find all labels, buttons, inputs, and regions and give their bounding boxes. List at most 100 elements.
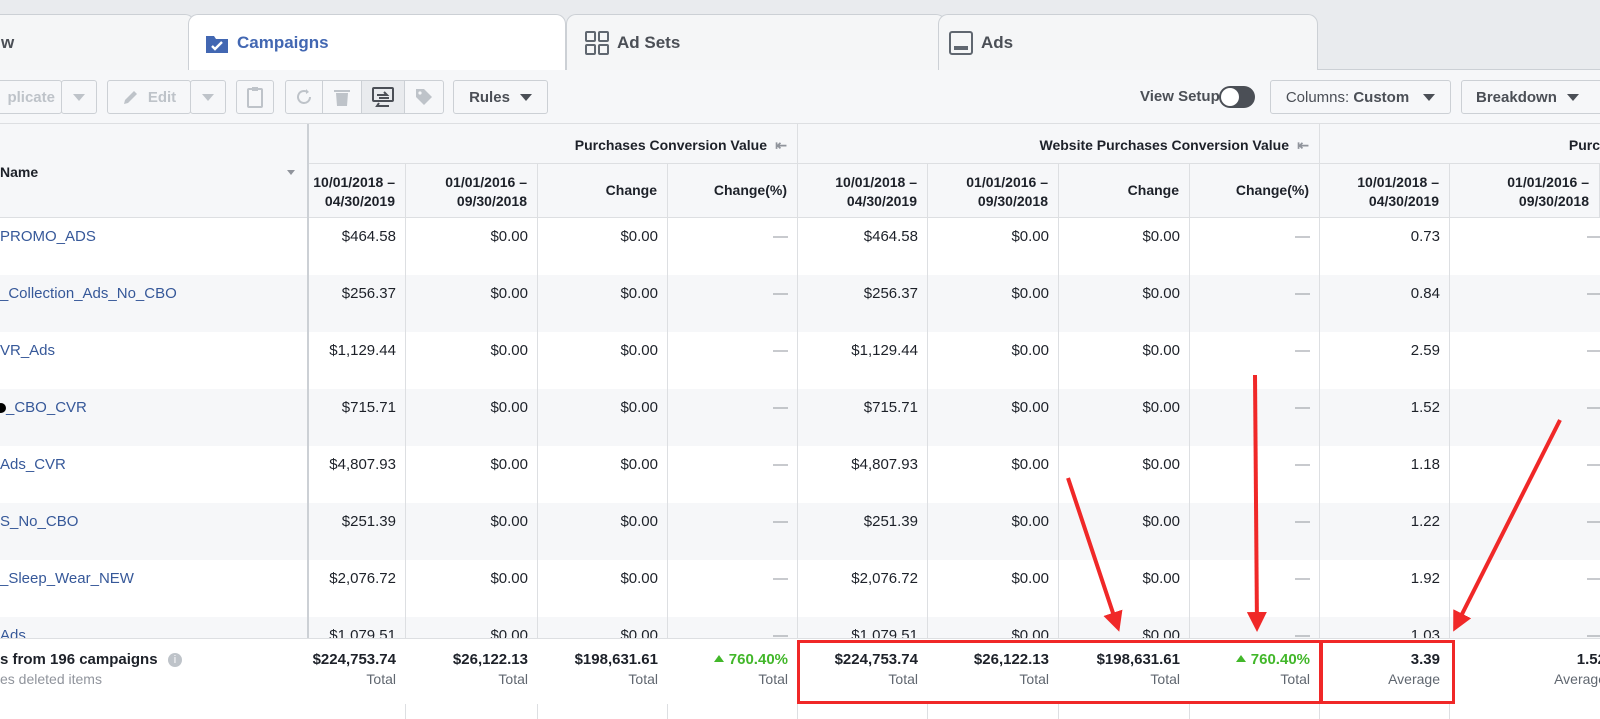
campaign-name-link[interactable]: _Collection_Ads_No_CBO (0, 285, 177, 302)
column-header-8[interactable]: 10/01/2018 – 04/30/2019 (1320, 164, 1450, 218)
table-cell: — (1587, 342, 1600, 359)
table-cell: $251.39 (863, 513, 918, 530)
split-test-icon (372, 87, 394, 107)
sort-down-icon (287, 170, 295, 175)
table-cell: — (773, 456, 788, 473)
table-cell: $0.00 (490, 513, 528, 530)
table-row[interactable]: _Sleep_Wear_NEW $2,076.72 $0.00 $0.00 — $2,07… (0, 560, 1600, 617)
table-cell: — (1295, 228, 1310, 245)
table-cell: $0.00 (1142, 285, 1180, 302)
table-cell: $0.00 (620, 399, 658, 416)
column-header-2[interactable]: Change (538, 164, 668, 218)
duplicate-label: plicate (7, 88, 55, 106)
campaigns-table: Name Purchases Conversion Value ⇤ Websit… (0, 124, 1600, 719)
column-header-label: Change (605, 182, 657, 198)
rules-button[interactable]: Rules (453, 80, 548, 114)
table-cell: $4,807.93 (329, 456, 396, 473)
chevron-down-icon (202, 93, 214, 101)
refresh-button[interactable] (285, 80, 323, 114)
table-cell: $256.37 (863, 285, 918, 302)
column-divider (1449, 164, 1450, 719)
paste-button[interactable] (236, 80, 274, 114)
column-header-0[interactable]: 10/01/2018 – 04/30/2019 (308, 164, 406, 218)
table-row[interactable]: _CBO_CVR $715.71 $0.00 $0.00 — $715.71 $0.00 $0… (0, 389, 1600, 446)
table-cell: — (773, 513, 788, 530)
campaign-name-link[interactable]: _Sleep_Wear_NEW (0, 570, 134, 587)
footer-total-text: $26,122.13 (452, 651, 528, 668)
campaign-name-link[interactable]: Ads_CVR (0, 456, 66, 473)
ab-test-button[interactable] (361, 80, 405, 114)
table-cell: — (1295, 456, 1310, 473)
table-cell: $0.00 (1011, 513, 1049, 530)
campaign-name-link[interactable]: _CBO_CVR (6, 399, 87, 416)
table-cell: $0.00 (620, 285, 658, 302)
table-row[interactable]: S_No_CBO $251.39 $0.00 $0.00 — $251.39 $0.00 $0… (0, 503, 1600, 560)
table-cell: — (773, 399, 788, 416)
table-cell: $0.00 (620, 570, 658, 587)
table-cell: 1.52 (1410, 399, 1440, 416)
breakdown-button[interactable]: Breakdown (1461, 80, 1600, 114)
footer-total-value: $224,753.74 (835, 651, 918, 668)
columns-button[interactable]: Columns: Custom (1270, 80, 1451, 114)
column-header-1[interactable]: 01/01/2016 – 09/30/2018 (406, 164, 538, 218)
edit-button[interactable]: Edit (107, 80, 191, 114)
tab-ad-sets[interactable]: Ad Sets (566, 14, 946, 70)
column-header-label: 01/01/2016 – 09/30/2018 (1507, 174, 1589, 209)
column-header-9[interactable]: 01/01/2016 – 09/30/2018 (1450, 164, 1600, 218)
tag-button[interactable] (404, 80, 444, 114)
table-cell: $0.00 (490, 570, 528, 587)
chevron-down-icon (519, 93, 532, 101)
footer-sublabel: es deleted items (0, 671, 102, 687)
columns-value: Custom (1353, 88, 1410, 106)
campaign-name-link[interactable]: S_No_CBO (0, 513, 79, 530)
tag-icon (414, 87, 434, 107)
tab-ads[interactable]: Ads (938, 14, 1318, 70)
folder-check-icon (205, 32, 229, 54)
column-header-4[interactable]: 10/01/2018 – 04/30/2019 (798, 164, 928, 218)
tab-campaigns[interactable]: Campaigns (188, 14, 566, 71)
footer-total-type: Total (1019, 671, 1049, 687)
campaign-name-link[interactable]: VR_Ads (0, 342, 56, 359)
table-row[interactable]: _Collection_Ads_No_CBO $256.37 $0.00 $0.00 —… (0, 275, 1600, 332)
footer-total-value: $198,631.61 (1097, 651, 1180, 668)
clipboard-icon (246, 86, 264, 108)
footer-total-type: Total (1280, 671, 1310, 687)
column-header-label: 10/01/2018 – 04/30/2019 (1357, 174, 1439, 209)
column-header-label: Change(%) (713, 182, 787, 198)
highlight-box-average (1320, 640, 1455, 704)
campaign-name-link[interactable]: PROMO_ADS (0, 228, 96, 245)
delete-button[interactable] (322, 80, 362, 114)
duplicate-dropdown-button[interactable] (61, 80, 97, 114)
duplicate-button[interactable]: plicate (0, 80, 62, 114)
footer-total-type: Total (498, 671, 528, 687)
footer-total-value: $198,631.61 (575, 651, 658, 668)
column-header-5[interactable]: 01/01/2016 – 09/30/2018 (928, 164, 1059, 218)
column-header-7[interactable]: Change(%) (1190, 164, 1320, 218)
arrow-up-icon (713, 655, 724, 662)
table-cell: 2.59 (1410, 342, 1440, 359)
tab-overview[interactable]: w (0, 14, 195, 70)
table-cell: 0.84 (1410, 285, 1440, 302)
tab-label: Ads (981, 32, 1014, 52)
table-cell: $256.37 (341, 285, 396, 302)
table-row[interactable]: Ads_CVR $4,807.93 $0.00 $0.00 — $4,807.93 $0.0… (0, 446, 1600, 503)
table-cell: — (1295, 399, 1310, 416)
column-header-label: 01/01/2016 – 09/30/2018 (445, 174, 527, 209)
name-column-header[interactable]: Name (0, 124, 308, 218)
arrow-up-icon (1235, 655, 1246, 662)
table-cell: — (1295, 570, 1310, 587)
tab-label: w (1, 32, 15, 52)
table-row[interactable]: PROMO_ADS $464.58 $0.00 $0.00 — $464.58 $0.00 $… (0, 218, 1600, 275)
column-header-6[interactable]: Change (1059, 164, 1190, 218)
columns-prefix: Columns: (1285, 88, 1354, 106)
table-row[interactable]: VR_Ads $1,129.44 $0.00 $0.00 — $1,129.44 $0.00… (0, 332, 1600, 389)
column-header-3[interactable]: Change(%) (668, 164, 798, 218)
view-setup-toggle[interactable] (1219, 86, 1255, 108)
table-cell: $464.58 (341, 228, 396, 245)
table-cell: — (1587, 570, 1600, 587)
table-cell: — (1295, 285, 1310, 302)
edit-dropdown-button[interactable] (190, 80, 226, 114)
table-cell: $1,129.44 (329, 342, 396, 359)
trash-icon (333, 87, 351, 107)
info-icon[interactable]: i (168, 652, 183, 667)
